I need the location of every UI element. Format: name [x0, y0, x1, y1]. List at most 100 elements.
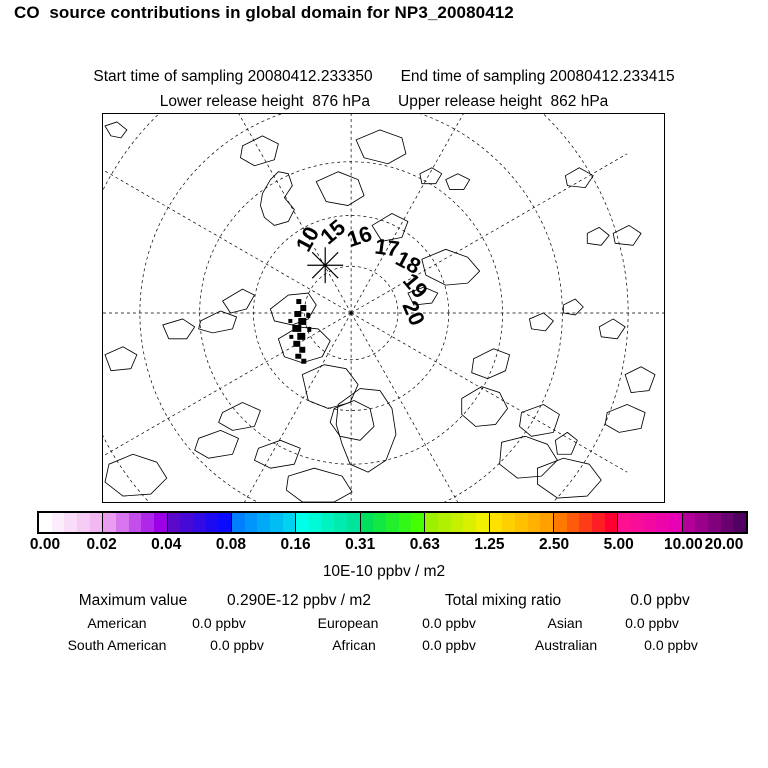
- start-time-label: Start time of sampling: [93, 68, 244, 85]
- coastlines: [104, 121, 656, 502]
- colorbar-tick-7: 1.25: [474, 536, 505, 553]
- colorbar-cell: [64, 513, 78, 532]
- colorbar-cell: [386, 513, 399, 532]
- stats-row-maximum: Maximum value 0.290E-12 ppbv / m2 Total …: [0, 592, 768, 615]
- colorbar-cell: [270, 513, 283, 532]
- colorbar-tick-8: 2.50: [538, 536, 570, 553]
- maximum-value: 0.290E-12 ppbv / m2: [227, 592, 371, 609]
- colorbar-cell: [296, 513, 310, 532]
- colorbar-unit-label: 10E-10 ppbv / m2: [322, 563, 446, 580]
- colorbar-cell: [450, 513, 464, 532]
- map-grid-label-17: 17: [373, 233, 401, 261]
- colorbar-cell: [591, 513, 605, 532]
- colorbar-cell: [360, 513, 374, 532]
- colorbar-cell: [39, 513, 52, 532]
- colorbar-cell: [321, 513, 335, 532]
- colorbar-cell: [334, 513, 348, 532]
- colorbar-cell: [618, 513, 631, 532]
- map-grid-label-16: 16: [344, 221, 375, 252]
- graticule-latitude-circles: [103, 114, 629, 502]
- region-value-australian: 0.0 ppbv: [644, 637, 698, 653]
- colorbar-cell: [707, 513, 721, 532]
- statistics-block: Maximum value 0.290E-12 ppbv / m2 Total …: [0, 592, 768, 659]
- upper-release-text: Upper release height 862 hPa: [398, 93, 608, 111]
- stats-row-regions-1: American 0.0 ppbv European 0.0 ppbv Asia…: [0, 615, 768, 637]
- colorbar-cell: [425, 513, 438, 532]
- release-point-marker: [307, 247, 344, 284]
- colorbar-tick-9: 5.00: [603, 536, 634, 553]
- colorbar-band-0: [39, 513, 104, 532]
- colorbar-cell: [502, 513, 515, 532]
- colorbar-tick-2: 0.04: [151, 536, 182, 553]
- stats-row-regions-2: South American 0.0 ppbv African 0.0 ppbv…: [0, 637, 768, 659]
- colorbar-cell: [51, 513, 65, 532]
- colorbar-cell: [373, 513, 387, 532]
- region-label-australian: Australian: [534, 637, 598, 653]
- colorbar-cell: [720, 513, 734, 532]
- colorbar-cell: [167, 513, 181, 532]
- colorbar-cell: [141, 513, 155, 532]
- colorbar-cell: [489, 513, 503, 532]
- colorbar-cell: [643, 513, 657, 532]
- colorbar-cell: [116, 513, 129, 532]
- colorbar-cell: [527, 513, 541, 532]
- colorbar-cell: [309, 513, 322, 532]
- colorbar-band-8: [553, 513, 619, 532]
- colorbar-band-5: [360, 513, 426, 532]
- page-title: CO source contributions in global domain…: [14, 3, 514, 22]
- colorbar-tick-labels: 0.00 0.02 0.04 0.08 0.16 0.31 0.63 1.25 2.50 5.00…: [0, 536, 768, 556]
- colorbar-cell: [668, 513, 682, 532]
- end-time-value: 20080412.233415: [549, 68, 675, 85]
- colorbar-cell: [463, 513, 476, 532]
- map-panel[interactable]: 10 15 16 17 18 19 20: [102, 113, 665, 503]
- lower-release-text: Lower release height 876 hPa: [160, 93, 370, 111]
- colorbar-band-2: [167, 513, 233, 532]
- colorbar-cell: [579, 513, 592, 532]
- colorbar-cell: [282, 513, 296, 532]
- colorbar-cell: [128, 513, 142, 532]
- colorbar-cell: [411, 513, 425, 532]
- region-value-south-american: 0.0 ppbv: [210, 637, 264, 653]
- colorbar[interactable]: [37, 511, 748, 534]
- colorbar-cell: [540, 513, 553, 532]
- sampling-time-row: Start time of sampling 20080412.233350 E…: [0, 32, 768, 122]
- colorbar-cell: [437, 513, 451, 532]
- release-height-row: Lower release height 876 hPa Upper relea…: [0, 57, 768, 147]
- colorbar-cell: [347, 513, 360, 532]
- colorbar-tick-1: 0.02: [86, 536, 117, 553]
- colorbar-band-4: [296, 513, 361, 532]
- colorbar-cell: [398, 513, 412, 532]
- colorbar-cell: [475, 513, 489, 532]
- region-value-european: 0.0 ppbv: [422, 615, 476, 631]
- region-label-european: European: [317, 615, 379, 631]
- region-label-south-american: South American: [67, 637, 167, 653]
- upper-release-value: 862 hPa: [550, 93, 609, 110]
- colorbar-cell: [630, 513, 644, 532]
- colorbar-cell: [205, 513, 219, 532]
- colorbar-cell: [218, 513, 232, 532]
- colorbar-tick-5: 0.31: [345, 536, 376, 553]
- colorbar-cell: [180, 513, 194, 532]
- total-mixing-ratio-value: 0.0 ppbv: [630, 592, 690, 609]
- plume-cluster: [288, 299, 312, 364]
- region-value-american: 0.0 ppbv: [192, 615, 246, 631]
- colorbar-cell: [695, 513, 708, 532]
- end-time-text: End time of sampling 20080412.233415: [401, 68, 675, 86]
- polar-stereographic-map: 10 15 16 17 18 19 20: [103, 114, 664, 502]
- colorbar-cell: [154, 513, 167, 532]
- total-mixing-ratio-label: Total mixing ratio: [444, 592, 562, 609]
- colorbar-cell: [682, 513, 696, 532]
- colorbar-band-3: [232, 513, 297, 532]
- colorbar-tick-0: 0.00: [29, 536, 61, 553]
- colorbar-tick-4: 0.16: [280, 536, 311, 553]
- lower-release-value: 876 hPa: [312, 93, 370, 110]
- lower-release-label: Lower release height: [159, 93, 304, 110]
- colorbar-cell: [232, 513, 245, 532]
- start-time-text: Start time of sampling 20080412.233350: [93, 68, 372, 86]
- colorbar-band-10: [682, 513, 746, 532]
- region-label-american: American: [87, 615, 147, 631]
- colorbar-band-9: [618, 513, 683, 532]
- colorbar-cell: [89, 513, 103, 532]
- colorbar-tick-6: 0.63: [409, 536, 440, 553]
